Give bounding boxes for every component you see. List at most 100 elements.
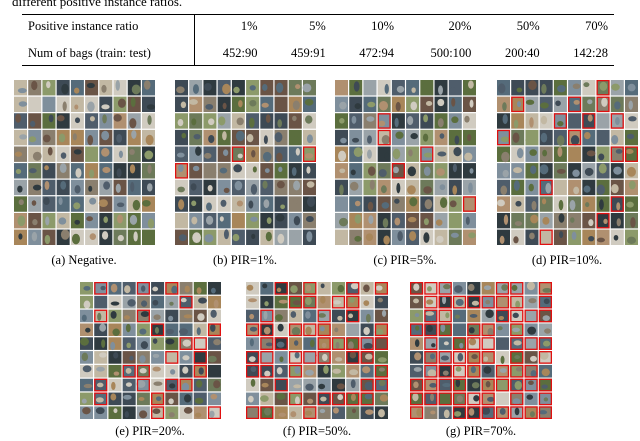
thumbnail (56, 196, 70, 212)
thumbnail-object (262, 84, 268, 91)
positive-highlight (165, 351, 179, 364)
thumbnail (193, 406, 207, 419)
image-grid (246, 282, 388, 419)
thumbnail-object (616, 218, 621, 227)
positive-highlight (246, 351, 260, 364)
thumbnail (624, 146, 638, 162)
thumbnail-object (60, 152, 67, 159)
thumbnail-object (529, 117, 534, 128)
thumbnail-object (423, 186, 432, 194)
thumbnail-object (152, 299, 159, 306)
positive-highlight (424, 351, 438, 364)
thumbnail (288, 80, 302, 96)
thumbnail-object (350, 326, 357, 335)
thumbnail-object (339, 184, 344, 196)
thumbnail-object (456, 395, 464, 403)
thumbnail-object (442, 370, 449, 376)
thumbnail-object (110, 310, 117, 319)
thumbnail-object (611, 134, 619, 145)
positive-highlight (538, 337, 552, 350)
thumbnail-object (292, 300, 301, 306)
thumbnail-object (294, 351, 300, 359)
thumbnail-object (143, 80, 151, 90)
thumbnail-object (262, 355, 270, 361)
thumbnail-object (437, 151, 447, 157)
thumbnail-object (397, 230, 403, 242)
thumbnail-object (557, 85, 566, 93)
thumbnail-object (152, 366, 161, 372)
thumbnail-object (437, 98, 445, 107)
thumbnail-object (598, 153, 605, 161)
thumbnail-object (262, 180, 268, 189)
thumbnail-object (204, 152, 212, 159)
positive-highlight (424, 309, 438, 323)
thumbnail (495, 309, 510, 323)
caption-fragment: different positive instance ratios. (12, 0, 183, 9)
positive-highlight (410, 282, 424, 295)
thumbnail (596, 212, 610, 229)
thumbnail-object (265, 342, 273, 347)
thumbnail-object (233, 164, 243, 173)
thumbnail-object (539, 235, 548, 245)
thumbnail-object (525, 135, 535, 145)
thumbnail-object (613, 234, 619, 241)
thumbnail-object (193, 133, 201, 140)
positive-highlight (582, 113, 596, 129)
thumbnail-object (31, 231, 38, 242)
positive-highlight (410, 378, 424, 392)
thumbnail-object (367, 201, 374, 211)
thumbnail-object (102, 166, 111, 174)
thumbnail-object (412, 392, 419, 402)
thumbnail-object (349, 296, 355, 303)
thumbnail-object (250, 407, 258, 416)
thumbnail-object (56, 115, 65, 122)
thumbnail (80, 309, 94, 323)
thumbnail-object (354, 235, 362, 242)
thumbnail-object (381, 135, 390, 145)
thumbnail-object (539, 164, 549, 175)
thumbnail-object (208, 118, 215, 126)
positive-highlight (94, 378, 108, 392)
positive-highlight (179, 295, 193, 309)
thumbnail-object (348, 341, 354, 350)
positive-highlight (452, 392, 467, 406)
thumbnail-object (366, 116, 375, 122)
thumbnail-object (182, 339, 192, 347)
thumbnail (481, 351, 495, 364)
thumbnail-object (190, 183, 197, 191)
thumbnail-object (15, 168, 22, 175)
positive-highlight (510, 282, 524, 295)
thumbnail-object (101, 147, 110, 157)
thumbnail-object (467, 283, 475, 292)
positive-highlight (151, 406, 165, 419)
thumbnail-object (176, 86, 185, 94)
thumbnail-object (181, 132, 187, 139)
thumbnail-object (392, 148, 401, 160)
thumbnail-object (171, 285, 178, 294)
thumbnail-object (443, 341, 449, 346)
positive-highlight (438, 282, 452, 295)
thumbnail-object (512, 398, 521, 405)
thumbnail-object (60, 229, 70, 240)
positive-highlight (391, 163, 405, 179)
positive-highlight (467, 364, 481, 378)
positive-highlight (481, 406, 495, 419)
thumbnail-object (250, 378, 256, 387)
thumbnail-object (110, 393, 117, 401)
positive-highlight (302, 146, 316, 162)
thumbnail (317, 406, 331, 419)
thumbnail-object (422, 133, 429, 142)
thumbnail-object (500, 185, 508, 196)
thumbnail-object (248, 395, 254, 403)
thumbnail (317, 282, 331, 295)
thumbnail (288, 113, 302, 129)
thumbnail-object (436, 235, 444, 244)
thumbnail (438, 323, 452, 337)
positive-highlight (596, 80, 610, 96)
positive-highlight (317, 351, 331, 364)
thumbnail-object (291, 167, 297, 176)
thumbnail-object (188, 99, 198, 105)
thumbnail-object (321, 342, 327, 349)
thumbnail-object (155, 396, 162, 402)
thumbnail-object (305, 383, 314, 391)
